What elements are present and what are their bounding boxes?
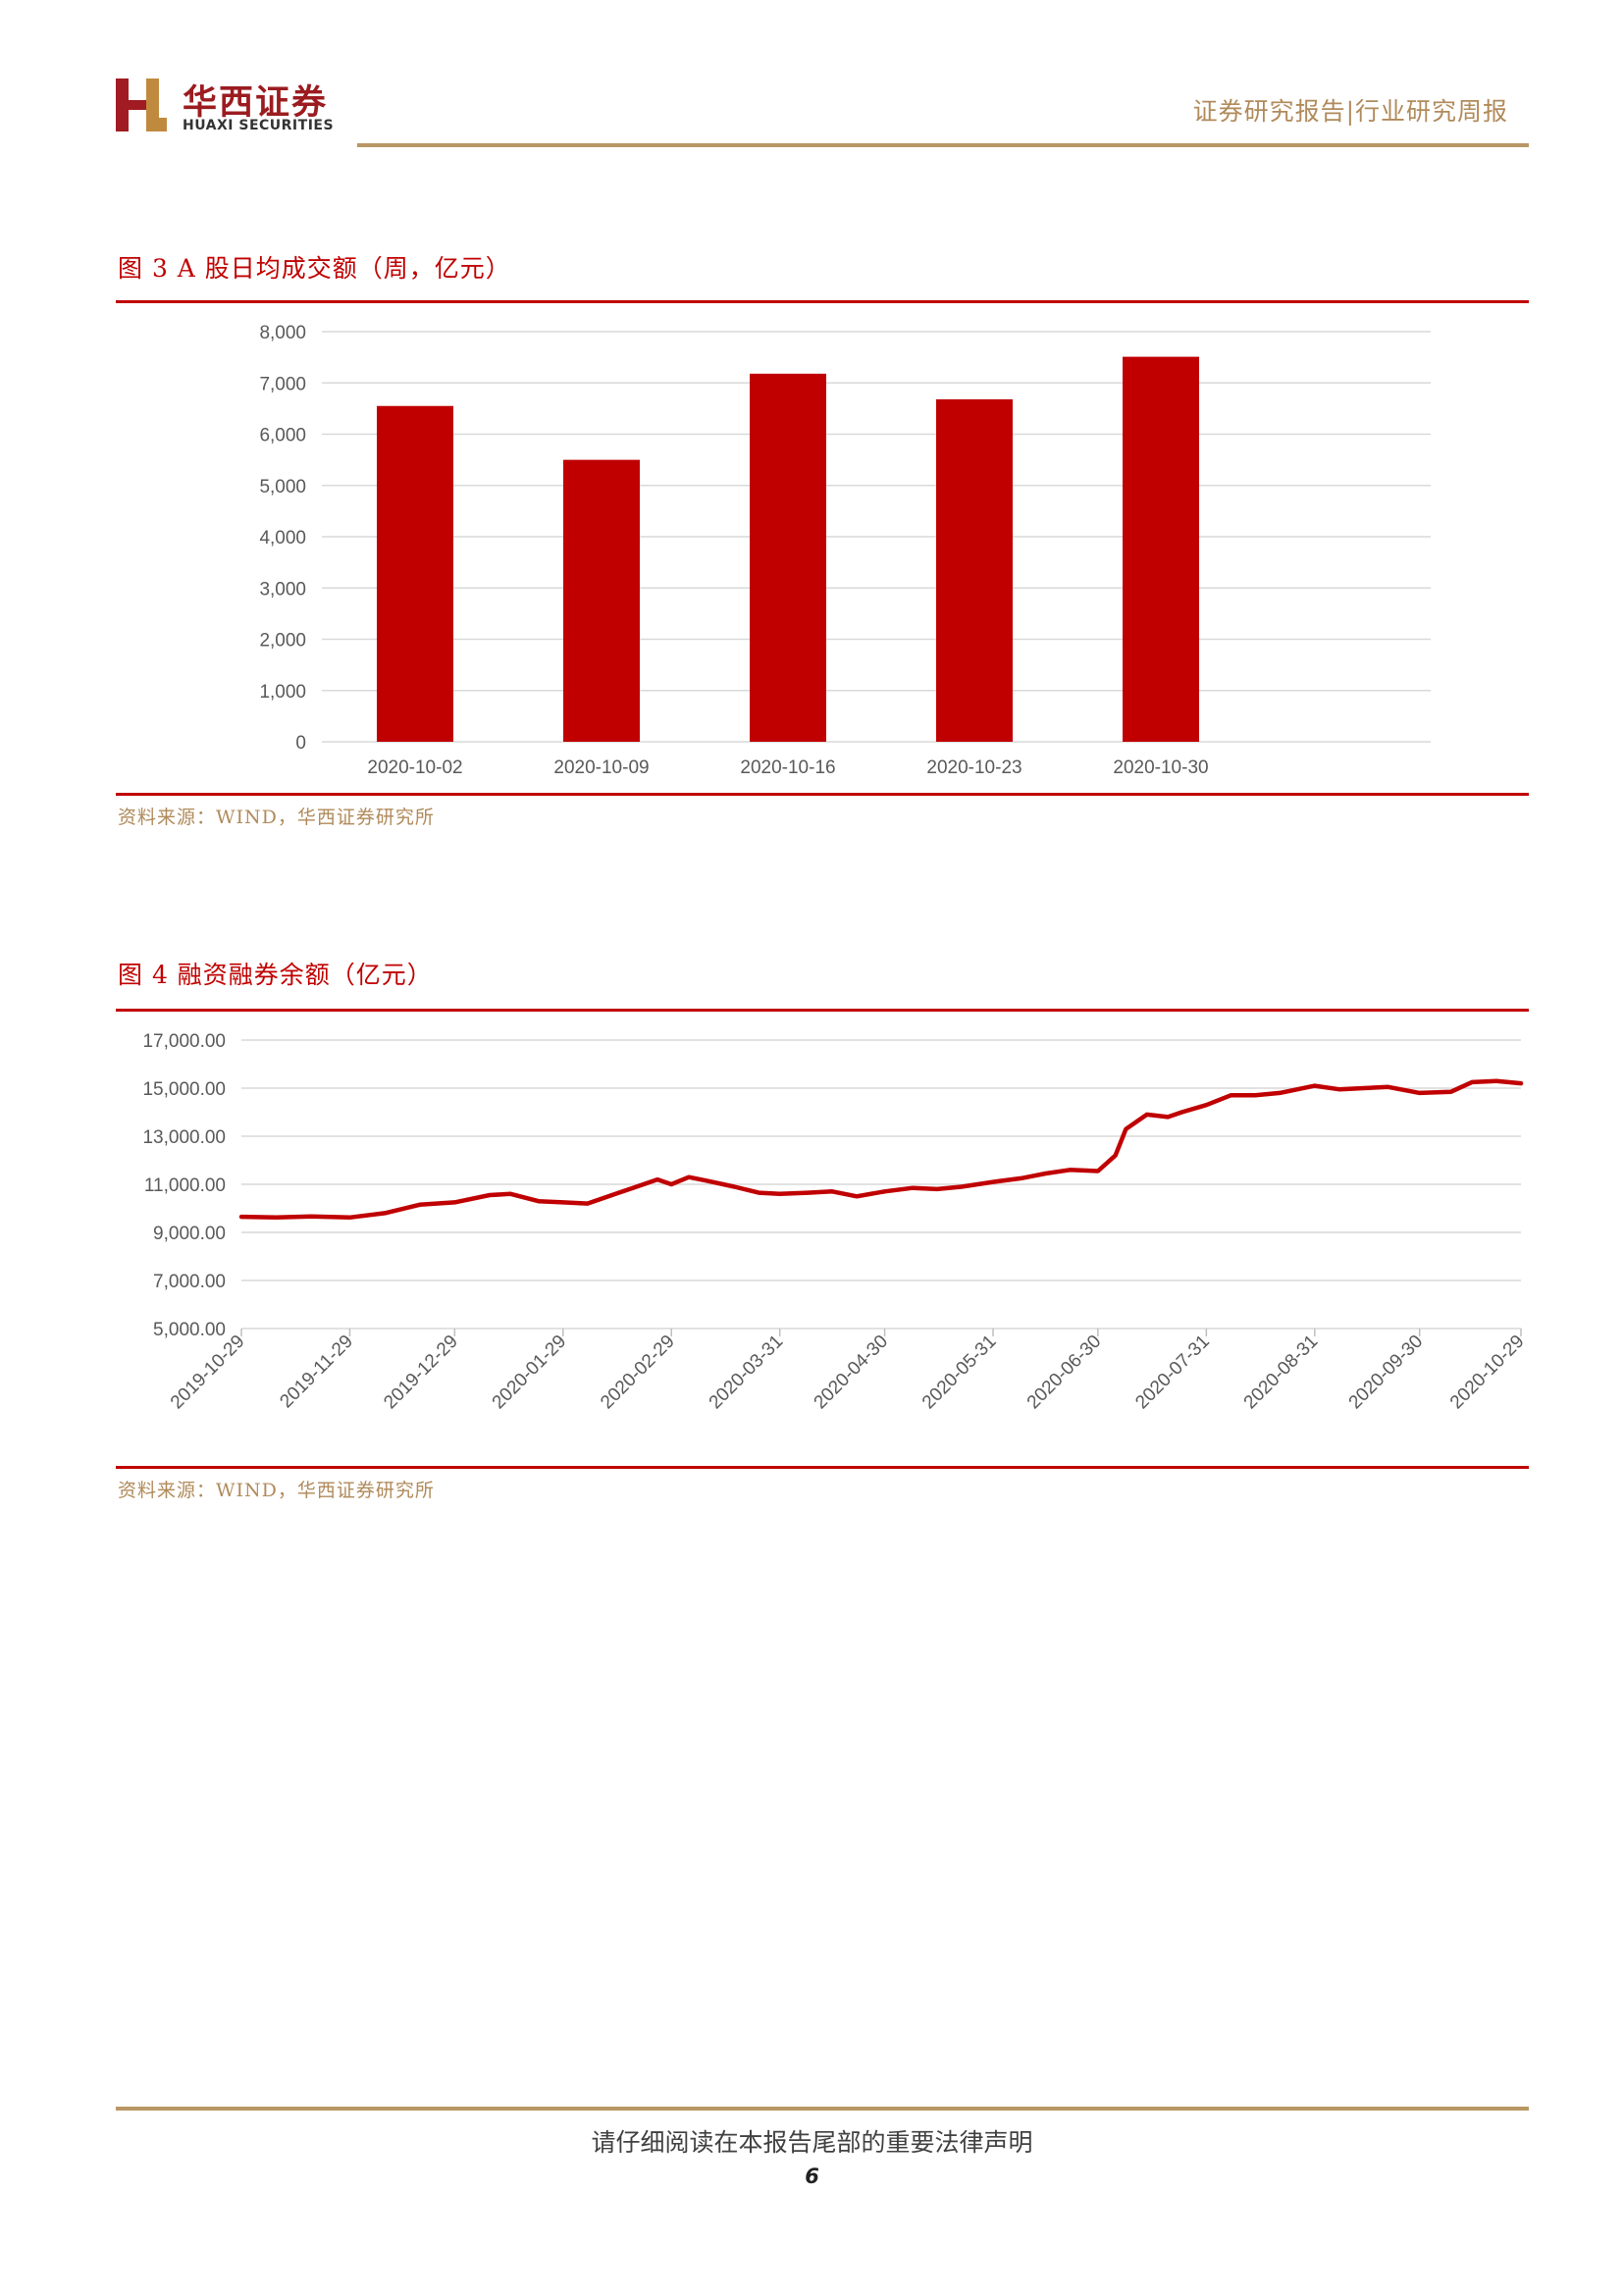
x-tick-label: 2019-10-29	[167, 1331, 249, 1414]
x-tick-label: 2020-01-29	[489, 1331, 571, 1414]
bar	[563, 459, 640, 742]
series-line	[238, 1078, 1524, 1221]
x-tick-label: 2020-10-30	[1113, 757, 1208, 778]
x-tick-label: 2019-12-29	[380, 1331, 462, 1414]
y-tick-label: 4,000	[259, 528, 306, 548]
header-rule	[357, 143, 1529, 147]
y-tick-label: 17,000.00	[142, 1031, 226, 1052]
figure3-bottom-rule	[116, 793, 1529, 796]
y-tick-label: 6,000	[259, 426, 306, 446]
y-tick-label: 5,000	[259, 477, 306, 497]
y-tick-label: 1,000	[259, 682, 306, 703]
footer-disclaimer: 请仔细阅读在本报告尾部的重要法律声明	[591, 2128, 1033, 2157]
x-tick-label: 2020-08-31	[1240, 1331, 1323, 1414]
x-tick-label: 2020-02-29	[597, 1331, 679, 1414]
y-tick-label: 15,000.00	[142, 1079, 226, 1100]
figure4-bottom-rule	[116, 1466, 1529, 1469]
y-tick-label: 9,000.00	[153, 1224, 226, 1244]
y-tick-label: 0	[295, 733, 306, 754]
x-tick-label: 2019-11-29	[276, 1331, 357, 1413]
company-name-cn: 华西证券	[183, 82, 329, 123]
figure4-source: 资料来源：WIND，华西证券研究所	[118, 1480, 435, 1501]
x-tick-label: 2020-09-30	[1345, 1331, 1428, 1414]
x-tick-label: 2020-04-30	[811, 1331, 893, 1414]
x-tick-label: 2020-10-16	[740, 757, 835, 778]
figure3-source: 资料来源：WIND，华西证券研究所	[118, 807, 435, 828]
x-tick-label: 2020-10-09	[553, 757, 649, 778]
y-tick-label: 11,000.00	[144, 1175, 226, 1196]
x-tick-label: 2020-06-30	[1023, 1331, 1106, 1414]
bar	[377, 405, 453, 742]
y-tick-label: 7,000.00	[153, 1272, 226, 1292]
bar	[1123, 356, 1199, 742]
page-number: 6	[805, 2165, 819, 2188]
y-tick-label: 3,000	[259, 579, 306, 600]
bar	[936, 398, 1013, 742]
figure4-line-chart: 5,000.00 7,000.00 9,000.00 11,000.00 13,000.…	[142, 1031, 1529, 1414]
x-tick-label: 2020-03-31	[706, 1331, 788, 1414]
figure3-title: 图 3 A 股日均成交额（周，亿元）	[118, 254, 511, 283]
x-tick-label: 2020-10-29	[1446, 1331, 1529, 1414]
y-tick-label: 2,000	[259, 631, 306, 652]
x-tick-label: 2020-10-23	[926, 757, 1022, 778]
figure3-top-rule	[116, 300, 1529, 303]
figure4-title: 图 4 融资融券余额（亿元）	[118, 961, 433, 989]
y-tick-label: 7,000	[259, 374, 306, 394]
figure4-top-rule	[116, 1009, 1529, 1012]
report-type: 证券研究报告|行业研究周报	[1192, 97, 1508, 126]
company-name-en: HUAXI SECURITIES	[183, 118, 335, 133]
footer-rule	[116, 2107, 1529, 2111]
y-tick-label: 13,000.00	[142, 1127, 226, 1148]
x-tick-label: 2020-05-31	[918, 1331, 1001, 1414]
y-tick-label: 5,000.00	[153, 1320, 226, 1340]
x-tick-label: 2020-10-02	[367, 757, 462, 778]
y-tick-label: 8,000	[259, 323, 306, 343]
x-tick-label: 2020-07-31	[1131, 1331, 1214, 1414]
bar	[750, 373, 826, 742]
figure3-bar-chart: 0 1,000 2,000 3,000 4,000 5,000 6,000 7,000 8,00…	[259, 323, 1431, 778]
huaxi-logo-icon	[116, 78, 167, 131]
